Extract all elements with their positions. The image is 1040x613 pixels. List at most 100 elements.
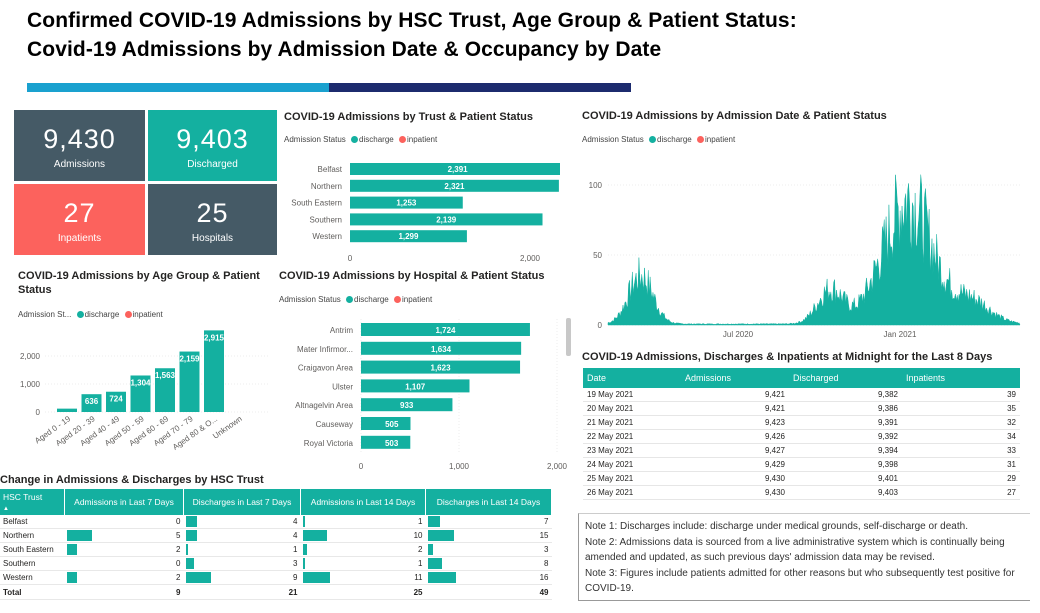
bar xyxy=(361,323,530,336)
x-tick-label: 2,000 xyxy=(520,254,541,263)
data-label: 2,159 xyxy=(179,355,200,364)
cell-value: 3 xyxy=(293,559,298,568)
cell-value: 9 xyxy=(293,573,298,582)
data-bar xyxy=(66,530,92,541)
change-table-title: Change in Admissions & Discharges by HSC… xyxy=(0,474,264,486)
legend-title: Admission Status xyxy=(284,135,346,144)
table-cell: 7 xyxy=(425,515,552,529)
x-tick-label: 0 xyxy=(359,462,364,471)
col-hsc-trust[interactable]: HSC Trust ▲ xyxy=(0,489,65,515)
midnight-table-title: COVID-19 Admissions, Discharges & Inpati… xyxy=(582,351,993,363)
bar xyxy=(361,360,521,374)
data-bar xyxy=(427,558,442,569)
bar xyxy=(350,230,467,243)
table-row: 21 May 2021 9,423 9,391 32 xyxy=(583,415,1020,430)
col-adm-7[interactable]: Admissions in Last 7 Days xyxy=(64,489,184,515)
legend-inpatient: inpatient xyxy=(401,295,433,304)
col-dis-7[interactable]: Discharges in Last 7 Days xyxy=(183,489,301,515)
table-cell: 11 xyxy=(300,570,426,585)
data-bar xyxy=(302,544,308,555)
table-cell: 2 xyxy=(300,542,426,557)
table-cell: 9,382 xyxy=(789,388,902,402)
table-cell: 20 May 2021 xyxy=(583,401,681,416)
col-dis-14[interactable]: Discharges in Last 14 Days xyxy=(425,489,552,515)
x-tick-label: Jul 2020 xyxy=(723,330,754,339)
y-tick-label: Southern xyxy=(310,215,342,224)
header-accent-light xyxy=(27,83,329,92)
col-inpatients[interactable]: Inpatients xyxy=(902,368,1020,388)
data-bar xyxy=(66,572,77,583)
data-bar xyxy=(185,558,194,569)
table-cell: 27 xyxy=(902,485,1020,500)
y-tick-label: Mater Infirmor... xyxy=(297,345,353,354)
y-tick-label: Antrim xyxy=(330,326,353,335)
table-cell: Western xyxy=(0,570,65,585)
total-cell: 21 xyxy=(183,584,301,600)
table-cell: Southern xyxy=(0,556,65,571)
sort-asc-icon: ▲ xyxy=(3,506,9,512)
legend-inpatient-dot xyxy=(696,135,704,143)
bar xyxy=(350,179,559,192)
data-label: 1,634 xyxy=(431,345,452,354)
cell-value: 4 xyxy=(293,531,298,540)
cell-value: 15 xyxy=(539,531,549,540)
data-label: 2,139 xyxy=(436,215,457,224)
table-cell: South Eastern xyxy=(0,542,65,557)
cell-value: 11 xyxy=(414,573,423,582)
total-cell: 49 xyxy=(425,584,552,600)
bar xyxy=(361,379,470,393)
note-2: Note 2: Admissions data is sourced from … xyxy=(585,536,1005,564)
table-cell: 9,430 xyxy=(681,485,789,500)
table-cell: 4 xyxy=(183,515,301,529)
col-adm-14[interactable]: Admissions in Last 14 Days xyxy=(300,489,426,515)
cell-value: 0 xyxy=(176,517,181,526)
data-label: 503 xyxy=(385,439,399,448)
y-tick-label: South Eastern xyxy=(291,199,342,208)
y-tick-label: Ulster xyxy=(332,382,353,391)
kpi-hospitals-value: 25 xyxy=(196,198,229,228)
data-label: 636 xyxy=(85,397,99,406)
table-cell: 9,429 xyxy=(681,457,789,472)
table-row: 20 May 2021 9,421 9,386 35 xyxy=(583,401,1020,416)
col-discharged[interactable]: Discharged xyxy=(789,368,902,388)
table-cell: 34 xyxy=(902,429,1020,444)
table-cell: Belfast xyxy=(0,515,65,529)
trust-chart-title: COVID-19 Admissions by Trust & Patient S… xyxy=(284,111,533,123)
table-cell: 8 xyxy=(425,556,552,571)
change-table: HSC Trust ▲ Admissions in Last 7 Days Dis… xyxy=(0,489,552,600)
table-row: 19 May 2021 9,421 9,382 39 xyxy=(583,388,1020,402)
trust-chart-legend: Admission Status discharge inpatient xyxy=(284,135,437,144)
table-row: 22 May 2021 9,426 9,392 34 xyxy=(583,429,1020,444)
col-date[interactable]: Date xyxy=(583,368,681,388)
data-label: 2,915 xyxy=(204,333,225,342)
data-label: 505 xyxy=(385,420,399,429)
data-label: 2,391 xyxy=(448,165,469,174)
legend-discharge-dot xyxy=(346,295,354,303)
table-cell: 32 xyxy=(902,415,1020,430)
cell-value: 8 xyxy=(544,559,549,568)
bar xyxy=(155,368,175,412)
table-cell: 9 xyxy=(183,570,301,585)
total-cell: Total xyxy=(0,584,65,600)
data-bar xyxy=(185,530,197,541)
bar xyxy=(179,351,200,412)
data-bar xyxy=(185,544,189,555)
legend-discharge-dot xyxy=(76,310,84,318)
data-bar xyxy=(302,516,305,527)
col-admissions[interactable]: Admissions xyxy=(681,368,789,388)
y-tick-label: Causeway xyxy=(316,420,353,429)
y-tick-label: 0 xyxy=(36,408,41,417)
legend-discharge-dot xyxy=(649,135,657,143)
y-tick-label: 1,000 xyxy=(20,380,41,389)
table-header-row: Date Admissions Discharged Inpatients xyxy=(583,368,1020,388)
data-bar xyxy=(302,558,305,569)
data-bar xyxy=(427,544,433,555)
x-tick-label: 2,000 xyxy=(547,462,568,471)
table-cell: 9,392 xyxy=(789,429,902,444)
table-cell: 22 May 2021 xyxy=(583,429,681,444)
hospital-chart: 0 1,000 2,000 Antrim 1,724 Mater Infirmor... 1… xyxy=(295,319,568,471)
table-cell: 15 xyxy=(425,528,552,543)
hospital-chart-scrollbar[interactable] xyxy=(566,318,571,356)
cell-value: 4 xyxy=(293,517,298,526)
x-tick-label: Jan 2021 xyxy=(884,330,917,339)
